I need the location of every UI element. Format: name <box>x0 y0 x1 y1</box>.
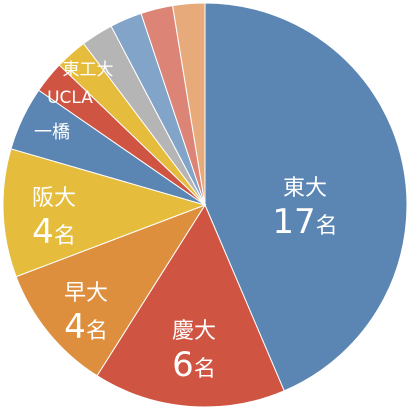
pie-slice-3 <box>2 148 207 278</box>
slice-value-1: 6名 <box>172 345 216 385</box>
slice-label-6: 東工大 <box>63 60 114 80</box>
pie-slice-10 <box>172 2 206 206</box>
slice-label-2: 早大 <box>64 281 108 306</box>
pie-slice-1 <box>96 203 285 408</box>
slice-label-0: 東大 <box>283 176 327 201</box>
slice-label-1: 慶大 <box>172 319 216 344</box>
slice-value-2: 4名 <box>64 307 108 347</box>
slice-value-0: 17名 <box>272 202 337 242</box>
slice-label-5: UCLA <box>47 88 93 108</box>
pie-slice-0 <box>204 2 408 392</box>
slice-value-3: 4名 <box>32 212 76 252</box>
slice-label-4: 一橋 <box>34 122 70 143</box>
slice-label-3: 阪大 <box>32 186 76 211</box>
pie-slice-2 <box>15 204 207 377</box>
